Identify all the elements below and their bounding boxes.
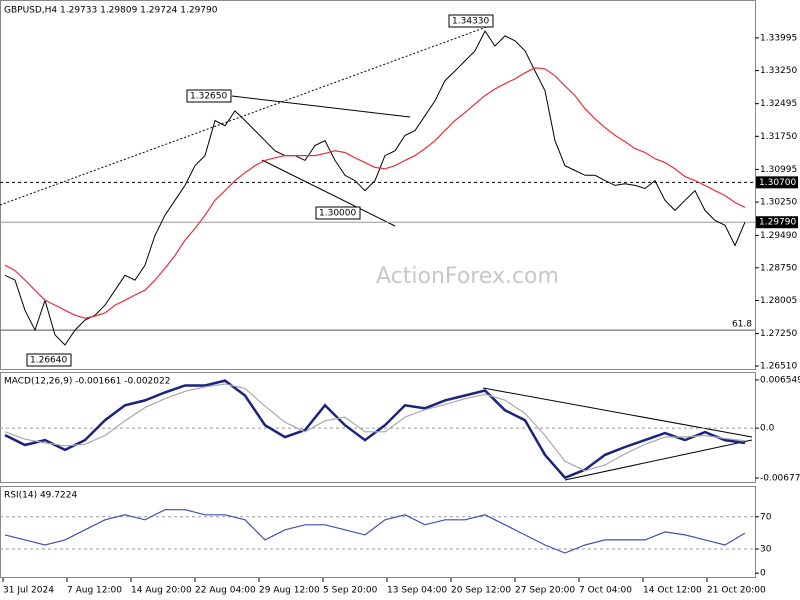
trend-line: [482, 387, 753, 438]
y-tick-label: 1.28750: [760, 263, 797, 273]
y-tick-label: 1.30995: [760, 165, 797, 175]
panel-title: RSI(14) 49.7224: [4, 491, 77, 501]
y-tick-label: 0.006549: [760, 375, 800, 385]
y-tick-label: 0.0: [760, 424, 775, 434]
series-line: [4, 30, 746, 346]
panel-title: MACD(12,26,9) -0.001661 -0.002022: [4, 377, 170, 387]
trend-line: [261, 159, 396, 227]
series-line: [4, 379, 746, 480]
x-tick-label: 27 Sep 20:00: [515, 586, 575, 596]
x-tick-label: 20 Sep 12:00: [451, 586, 511, 596]
x-tick-label: 13 Sep 04:00: [387, 586, 447, 596]
annotations: 1.32650 1.30000 1.34330 1.26640: [26, 14, 494, 367]
y-tick-label: 30: [760, 545, 772, 555]
series-line: [4, 509, 746, 554]
y-tick-label: 1.33995: [760, 33, 797, 43]
annotation-label: 1.30000: [319, 209, 356, 219]
macd-panel: [0, 372, 756, 483]
y-tick-label: 1.32495: [760, 99, 797, 109]
x-tick-label: 31 Jul 2024: [3, 586, 54, 596]
annotation-label: 1.26640: [30, 356, 67, 366]
price-panel: [0, 0, 756, 370]
y-tick-label: 1.27250: [760, 329, 797, 339]
annotation-box: [315, 206, 361, 220]
y-tick-label: 1.31750: [760, 132, 797, 142]
price-marker-box: [756, 216, 798, 229]
fib-label: 61.8: [732, 320, 752, 330]
y-tick-label: 1.29490: [760, 231, 797, 241]
annotation-label: 1.34330: [452, 17, 489, 27]
series-line: [4, 383, 746, 472]
rsi-panel: [0, 486, 756, 578]
annotation-box: [186, 89, 232, 103]
x-tick-label: 5 Sep 20:00: [323, 586, 378, 596]
x-tick-label: 29 Aug 12:00: [259, 586, 320, 596]
annotation-box: [26, 353, 72, 367]
panel-title: GBPUSD,H4 1.29733 1.29809 1.29724 1.2979…: [4, 6, 218, 16]
annotation-label: 1.32650: [190, 92, 227, 102]
annotation-box: [448, 14, 494, 28]
y-tick-label: 70: [760, 512, 772, 522]
watermark: ActionForex.com: [376, 264, 559, 289]
y-tick-label: -0.006778: [760, 474, 800, 484]
price-marker-label: 1.29790: [759, 218, 796, 228]
y-tick-label: 0: [760, 569, 766, 579]
y-tick-label: 1.26510: [760, 362, 797, 372]
x-tick-label: 14 Aug 20:00: [131, 586, 192, 596]
x-tick-label: 7 Oct 04:00: [579, 586, 632, 596]
price-marker-label: 1.30700: [759, 178, 796, 188]
x-tick-label: 14 Oct 12:00: [643, 586, 702, 596]
y-tick-label: 1.33250: [760, 66, 797, 76]
y-tick-label: 1.30250: [760, 198, 797, 208]
x-tick-label: 21 Oct 20:00: [707, 586, 766, 596]
x-tick-label: 22 Aug 04:00: [195, 586, 256, 596]
trend-line: [0, 24, 493, 206]
trend-line: [564, 439, 753, 481]
price-marker-box: [756, 176, 798, 189]
trend-line: [231, 95, 411, 118]
series-line: [4, 67, 746, 319]
x-tick-label: 7 Aug 12:00: [67, 586, 122, 596]
y-tick-label: 1.28005: [760, 296, 797, 306]
